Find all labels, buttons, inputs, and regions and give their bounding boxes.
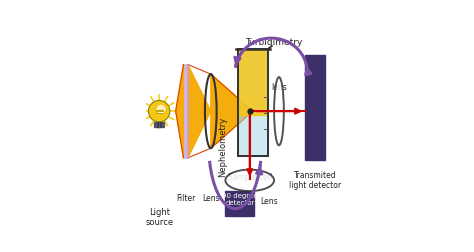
Ellipse shape: [226, 170, 274, 191]
Circle shape: [148, 101, 170, 122]
Text: Nephelometry: Nephelometry: [218, 117, 227, 177]
Text: 90 degree
detector: 90 degree detector: [222, 193, 258, 206]
Bar: [305, 55, 325, 160]
Text: Filter: Filter: [176, 193, 196, 202]
Bar: [226, 191, 254, 216]
Polygon shape: [188, 65, 211, 158]
Bar: [238, 50, 268, 156]
Text: Lens: Lens: [260, 196, 278, 205]
Bar: [183, 65, 188, 158]
Text: Lens: Lens: [202, 193, 219, 202]
Bar: [238, 50, 268, 156]
Ellipse shape: [274, 78, 284, 146]
Text: lens: lens: [271, 83, 287, 91]
Circle shape: [157, 106, 165, 114]
Polygon shape: [176, 65, 183, 158]
Bar: [154, 122, 164, 127]
Bar: [239, 50, 267, 116]
Text: Turbidimetry: Turbidimetry: [246, 38, 303, 47]
Text: Transmited
light detector: Transmited light detector: [289, 170, 341, 189]
Text: Light
source: Light source: [145, 207, 173, 226]
Polygon shape: [211, 75, 253, 149]
Text: Sample cell: Sample cell: [228, 172, 272, 181]
